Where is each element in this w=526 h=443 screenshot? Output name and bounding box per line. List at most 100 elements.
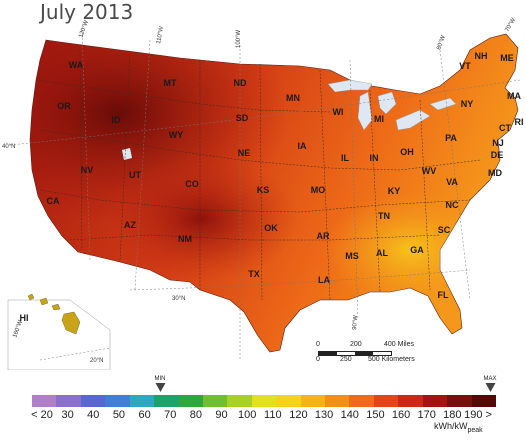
state-label-wy: WY bbox=[169, 130, 184, 140]
state-label-mi: MI bbox=[374, 114, 384, 124]
legend-swatch bbox=[80, 395, 106, 407]
state-label-oh: OH bbox=[400, 147, 414, 157]
salt-lake bbox=[122, 148, 132, 160]
state-label-wi: WI bbox=[333, 107, 344, 117]
legend-swatch bbox=[325, 395, 350, 407]
hawaii-inset bbox=[7, 293, 111, 370]
legend-tick-label: 180 bbox=[443, 409, 462, 421]
legend-swatch bbox=[447, 395, 473, 407]
legend-tick-label: 150 bbox=[366, 409, 385, 421]
state-label-ri: RI bbox=[515, 117, 524, 127]
legend-swatch bbox=[349, 395, 375, 407]
state-label-me: ME bbox=[500, 53, 514, 63]
svg-text:110°W: 110°W bbox=[156, 26, 165, 45]
svg-text:70°W: 70°W bbox=[505, 17, 518, 33]
state-label-mn: MN bbox=[286, 93, 300, 103]
state-label-nh: NH bbox=[475, 51, 488, 61]
legend-swatch bbox=[471, 395, 497, 407]
state-label-sc: SC bbox=[438, 225, 451, 235]
state-label-ar: AR bbox=[317, 231, 330, 241]
state-label-ne: NE bbox=[238, 148, 251, 158]
state-label-ca: CA bbox=[47, 196, 60, 206]
state-label-al: AL bbox=[376, 248, 388, 258]
state-label-de: DE bbox=[491, 150, 504, 160]
legend-tick-label: 40 bbox=[87, 409, 100, 421]
state-label-ut: UT bbox=[129, 170, 141, 180]
legend-tick-label: 90 bbox=[215, 409, 228, 421]
legend-tick-label: 50 bbox=[112, 409, 126, 421]
scale-km-250: 250 bbox=[340, 356, 352, 363]
legend-swatch bbox=[373, 395, 399, 407]
state-label-ny: NY bbox=[461, 99, 474, 109]
state-label-az: AZ bbox=[124, 220, 136, 230]
legend-swatch bbox=[178, 395, 204, 407]
svg-text:80°W: 80°W bbox=[436, 34, 447, 50]
state-label-nd: ND bbox=[234, 78, 247, 88]
state-labels: WA OR ID MT WY ND SD NE MN WI MI IA IL IN OH PA NY VT NH ME… bbox=[20, 51, 524, 323]
state-label-ct: CT bbox=[499, 123, 511, 133]
legend-tick-label: 190 > bbox=[464, 409, 492, 421]
state-label-la: LA bbox=[318, 275, 330, 285]
state-label-nm: NM bbox=[178, 234, 192, 244]
legend-tick-label: 110 bbox=[264, 409, 282, 421]
state-label-md: MD bbox=[488, 168, 502, 178]
state-label-id: ID bbox=[112, 115, 122, 125]
state-label-nv: NV bbox=[81, 165, 94, 175]
state-label-ms: MS bbox=[345, 251, 359, 261]
legend-tick-label: 70 bbox=[164, 409, 177, 421]
state-label-ia: IA bbox=[298, 141, 308, 151]
state-label-hi: HI bbox=[20, 313, 29, 323]
map-title: July 2013 bbox=[40, 0, 134, 24]
legend-swatch bbox=[129, 395, 155, 407]
state-label-in: IN bbox=[370, 153, 379, 163]
legend-swatch bbox=[105, 395, 131, 407]
legend-swatch bbox=[422, 395, 448, 407]
svg-text:90°W: 90°W bbox=[352, 315, 359, 331]
great-lakes bbox=[327, 79, 457, 131]
state-label-vt: VT bbox=[459, 61, 471, 71]
state-label-mo: MO bbox=[311, 185, 326, 195]
us-solar-map: 120°W 110°W 100°W 90°W 80°W 70°W 40°N 30… bbox=[2, 17, 524, 370]
legend-tick-label: 120 bbox=[289, 409, 308, 421]
state-label-fl: FL bbox=[438, 290, 449, 300]
state-label-or: OR bbox=[57, 101, 71, 111]
state-label-ma: MA bbox=[507, 91, 521, 101]
state-label-nj: NJ bbox=[492, 138, 504, 148]
scale-km-500: 500 Kilometers bbox=[368, 356, 415, 363]
state-borders bbox=[35, 49, 481, 301]
state-label-ok: OK bbox=[264, 223, 278, 233]
legend-tick-label: 100 bbox=[237, 409, 257, 421]
scale-km-0: 0 bbox=[316, 356, 320, 363]
legend-swatch bbox=[398, 395, 424, 407]
legend-swatch bbox=[276, 395, 302, 407]
svg-text:120°W: 120°W bbox=[78, 19, 90, 38]
state-label-mt: MT bbox=[164, 78, 177, 88]
svg-text:160°W: 160°W bbox=[12, 319, 24, 338]
legend-swatch bbox=[154, 395, 179, 407]
svg-text:30°N: 30°N bbox=[172, 296, 185, 302]
legend-swatch bbox=[300, 395, 326, 407]
state-label-ks: KS bbox=[257, 185, 270, 195]
svg-text:100°W: 100°W bbox=[236, 30, 242, 48]
state-label-co: CO bbox=[185, 179, 199, 189]
state-label-ky: KY bbox=[388, 186, 401, 196]
legend-swatch bbox=[202, 395, 228, 407]
legend-unit: kWh/kWpeak bbox=[434, 421, 483, 434]
scale-bar: 0 200 400 Miles 0 250 500 Kilometers bbox=[316, 341, 426, 363]
legend-max-marker: MAX bbox=[483, 376, 497, 392]
svg-text:40°N: 40°N bbox=[2, 144, 15, 150]
legend-tick-label: 160 bbox=[391, 409, 411, 421]
legend-swatch bbox=[32, 395, 57, 407]
state-label-tx: TX bbox=[248, 269, 260, 279]
legend-tick-label: 130 bbox=[314, 409, 334, 421]
svg-text:20°N: 20°N bbox=[90, 358, 103, 364]
legend-swatch bbox=[227, 395, 253, 407]
legend-tick-label: 60 bbox=[138, 409, 151, 421]
scale-miles-200: 200 bbox=[350, 341, 362, 348]
legend-tick-label: 30 bbox=[61, 409, 74, 421]
state-label-tn: TN bbox=[378, 211, 390, 221]
state-label-va: VA bbox=[446, 177, 458, 187]
legend-swatch bbox=[56, 395, 82, 407]
state-label-ga: GA bbox=[410, 245, 424, 255]
color-legend bbox=[32, 395, 497, 407]
